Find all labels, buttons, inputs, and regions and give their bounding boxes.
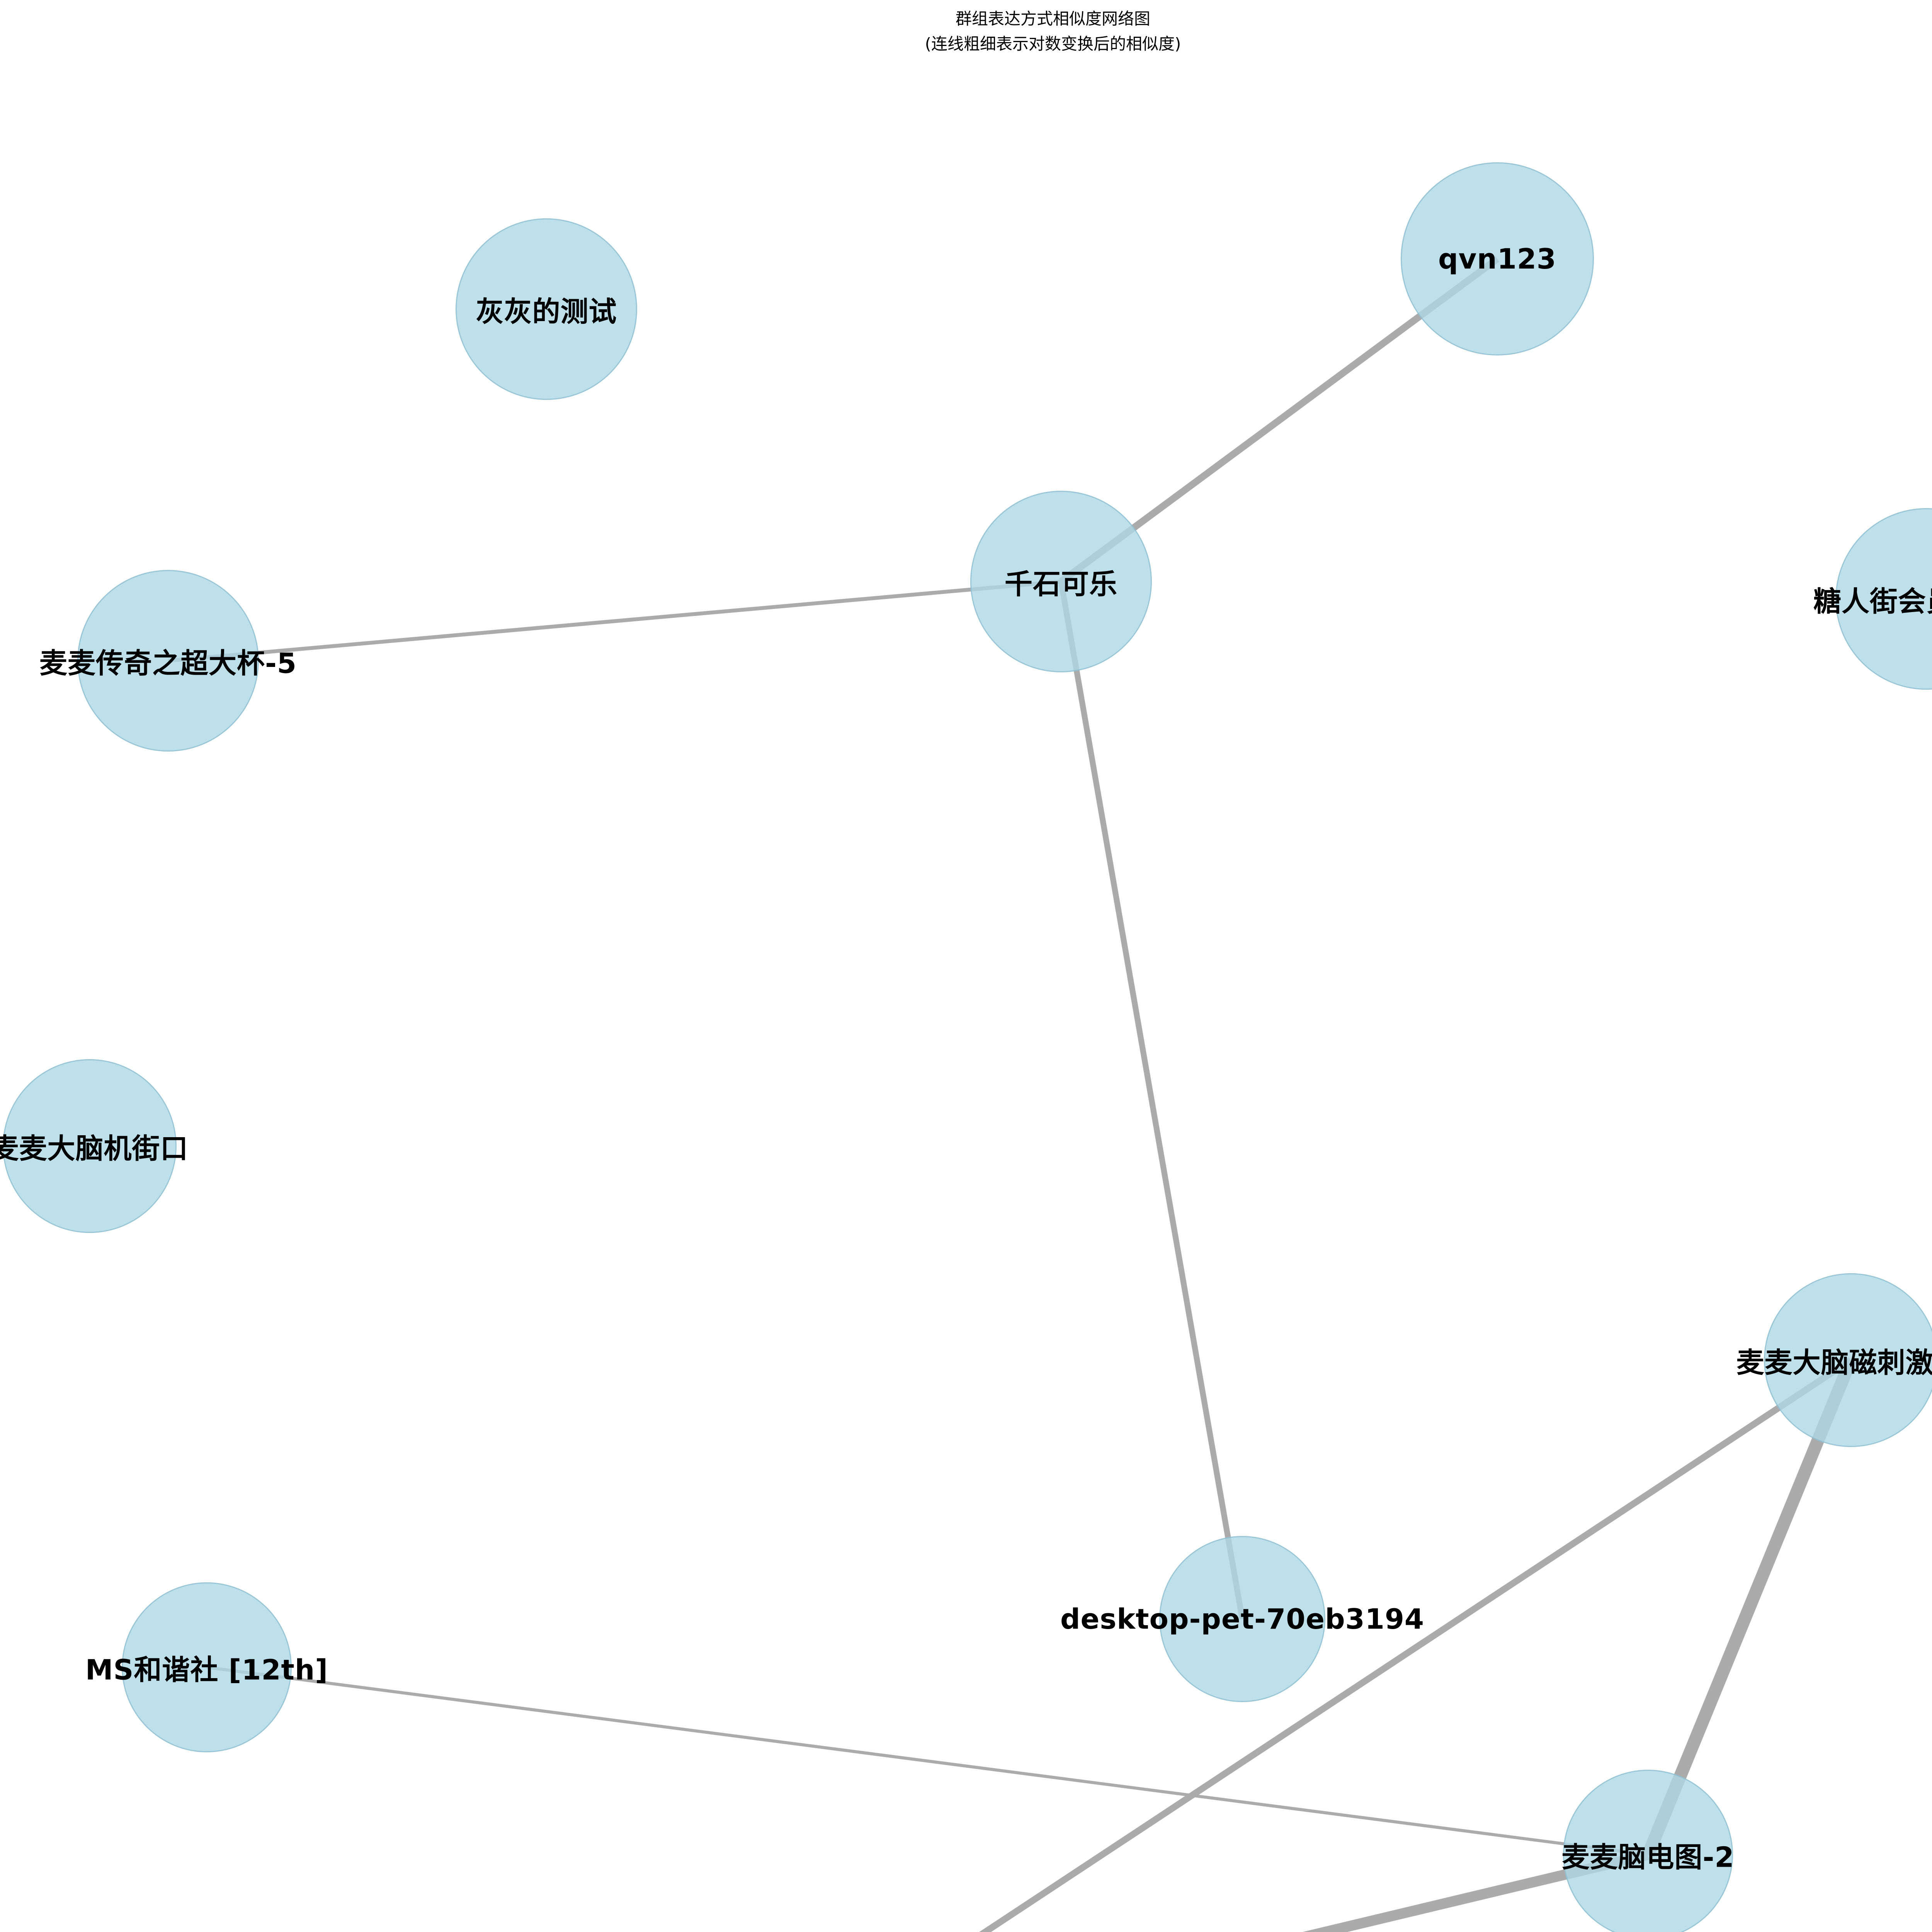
node-label-naodiantu-2: 麦麦脑电图-2 [1561, 1841, 1735, 1874]
graph-node-qianshi-kele [970, 491, 1152, 672]
node-label-tangren: 糖人街会员制餐厅 [1813, 585, 1932, 618]
edge-ms-hexieshe-naodiantu-2 [206, 1666, 1648, 1856]
graph-node-cicishiji-4 [1764, 1273, 1932, 1447]
graph-node-qvn123 [1401, 162, 1594, 355]
node-label-cicishiji-4: 麦麦大脑磁刺激-4 [1736, 1346, 1932, 1379]
graph-node-chaodabei-5 [77, 570, 259, 752]
edge-qianshi-kele-chaodabei-5 [168, 580, 1061, 663]
graph-node-desktop-pet [1159, 1536, 1325, 1702]
edge-naodiantu-2-cigongzhen-1 [1303, 1849, 1650, 1932]
figure-title-line2: (连线粗细表示对数变换后的相似度) [925, 34, 1181, 54]
figure-title: 群组表达方式相似度网络图 (连线粗细表示对数变换后的相似度) [925, 6, 1181, 56]
graph-node-huihui-test [456, 218, 637, 400]
node-label-ms-hexieshe: MS和谐社 [12th] [85, 1653, 328, 1686]
graph-node-jijiekou [3, 1059, 177, 1233]
edge-cicishiji-4-naodiantu-2 [1642, 1357, 1857, 1857]
node-label-qvn123: qvn123 [1438, 243, 1557, 275]
node-label-jijiekou: 麦麦大脑机街口 [0, 1132, 189, 1165]
edge-qianshi-kele-desktop-pet [1058, 581, 1245, 1620]
edge-cicishiji-4-cigongzhen-1 [979, 1357, 1853, 1932]
graph-node-ms-hexieshe [122, 1582, 292, 1752]
node-label-desktop-pet: desktop-pet-70eb3194 [1060, 1603, 1425, 1635]
figure-title-line1: 群组表达方式相似度网络图 [955, 9, 1150, 28]
node-label-chaodabei-5: 麦麦传奇之超大杯-5 [39, 647, 297, 680]
node-label-qianshi-kele: 千石可乐 [1004, 568, 1118, 600]
node-label-huihui-test: 灰灰的测试 [476, 295, 617, 328]
graph-node-naodiantu-2 [1563, 1770, 1733, 1932]
